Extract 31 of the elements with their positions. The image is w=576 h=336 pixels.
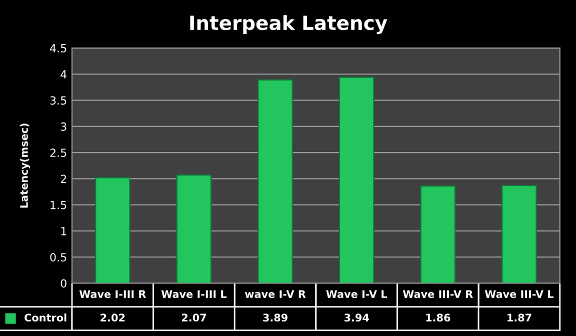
y-tick-label: 3 bbox=[60, 122, 66, 131]
y-tick-label: 4 bbox=[60, 70, 67, 78]
x-tick-label: Wave I-V L bbox=[326, 290, 388, 298]
x-tick-label: Wave I-III L bbox=[161, 290, 227, 298]
legend-label: Control bbox=[24, 313, 66, 322]
bar bbox=[502, 184, 537, 284]
data-label: 3.89 bbox=[263, 314, 288, 322]
data-label: 2.02 bbox=[100, 314, 125, 322]
y-tick-label: 3.5 bbox=[50, 96, 66, 105]
y-tick-label: 2.5 bbox=[50, 148, 66, 157]
chart-title: Interpeak Latency bbox=[190, 15, 388, 34]
x-tick-label: wave I-V R bbox=[245, 290, 306, 298]
x-tick-label: Wave I-III R bbox=[79, 290, 146, 298]
data-label: 1.86 bbox=[426, 314, 450, 322]
y-tick-label: 2 bbox=[60, 174, 66, 183]
data-label: 1.87 bbox=[508, 314, 532, 322]
y-tick-label: 0 bbox=[60, 279, 66, 288]
x-tick-label: Wave III-V L bbox=[484, 290, 554, 298]
bar bbox=[176, 174, 212, 284]
bar bbox=[338, 76, 374, 284]
y-tick-label: 4.5 bbox=[50, 44, 66, 52]
x-tick-label: Wave III-V R bbox=[402, 290, 473, 298]
data-label: 3.94 bbox=[344, 314, 369, 322]
bar bbox=[95, 177, 130, 284]
y-tick-label: 1 bbox=[61, 227, 66, 236]
data-label: 2.07 bbox=[182, 314, 206, 322]
bar bbox=[258, 79, 293, 284]
bar bbox=[420, 185, 456, 284]
y-tick-label: 0.5 bbox=[50, 253, 66, 262]
y-axis-title: Latency(msec) bbox=[20, 124, 30, 208]
y-tick-label: 1.5 bbox=[50, 200, 66, 210]
